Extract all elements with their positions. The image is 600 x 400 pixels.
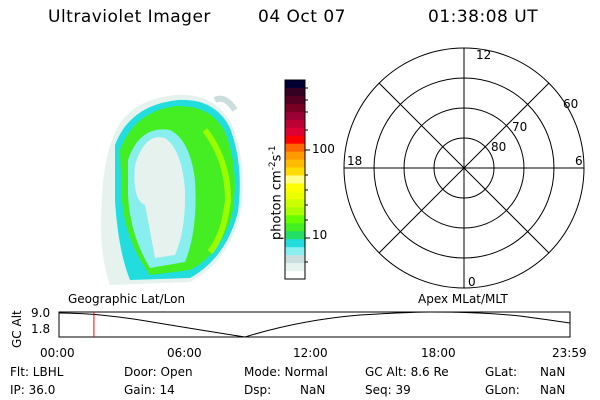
colorbar-label: photon cm-2s-1 [268,146,284,240]
time-label: 01:38:08 UT [428,7,539,27]
glon-label: GLon: [485,383,520,397]
colorbar-segment [285,191,305,200]
colorbar-label-exp1: -2 [268,161,278,171]
xtick-2359: 23:59 [552,346,587,360]
dsp-value: NaN [300,383,326,397]
colorbar-segment [285,223,305,232]
geographic-title: Geographic Lat/Lon [68,292,186,306]
colorbar-frame [284,79,306,280]
timeline-frame [58,311,571,338]
lat-label-70: 70 [512,120,528,134]
filter-status: Flt: LBHL [10,365,64,379]
glat-label: GLat: [485,365,518,379]
xtick-0000: 00:00 [40,346,75,360]
colorbar-segment [285,231,305,240]
gc-alt-status: GC Alt: 8.6 Re [365,365,449,379]
seq-status: Seq: 39 [365,383,411,397]
colorbar-segment [285,127,305,137]
colorbar-segment [285,111,305,121]
colorbar-segment [285,199,305,208]
colorbar-segment [285,239,305,248]
ip-status: IP: 36.0 [10,383,56,397]
colorbar-segment [285,271,305,280]
ytick-1-8: 1.8 [31,322,51,336]
colorbar-segment [285,151,305,161]
gc-alt-axis-label: GC Alt [10,310,24,348]
colorbar-label-text: photon cm [269,170,285,240]
colorbar-segment [285,80,305,89]
mlt-label-18: 18 [347,154,363,168]
dsp-label: Dsp: [244,383,272,397]
glon-value: NaN [540,383,566,397]
lat-label-80: 80 [491,140,507,154]
xtick-1800: 18:00 [421,346,456,360]
mlt-label-6: 6 [575,154,583,168]
gain-status: Gain: 14 [124,383,175,397]
mlt-label-0: 0 [468,275,476,289]
altitude-curve [58,311,571,338]
colorbar-label-exp2: -1 [268,145,278,155]
lat-label-60: 60 [563,97,579,111]
colorbar-segment [285,167,305,177]
glat-value: NaN [540,365,566,379]
colorbar-segment [285,215,305,224]
date-label: 04 Oct 07 [258,7,346,27]
colorbar-segment [285,159,305,169]
colorbar-segment [285,95,305,105]
colorbar-label-s: s [269,154,285,162]
door-status: Door: Open [124,365,193,379]
colorbar-segment [285,87,305,97]
colorbar-segment [285,255,305,264]
colorbar-tick-10: 10 [312,228,328,242]
colorbar-segment [285,119,305,129]
xtick-1200: 12:00 [293,346,328,360]
colorbar-tick-100: 100 [312,142,335,156]
xtick-0600: 06:00 [167,346,202,360]
mlt-label-12: 12 [476,48,492,62]
mode-status: Mode: Normal [244,365,328,379]
colorbar-segment [285,247,305,256]
colorbar-segment [285,135,305,145]
colorbar-segment [285,175,305,184]
instrument-title: Ultraviolet Imager [48,7,211,27]
colorbar-segment [285,263,305,272]
colorbar-segment [285,103,305,113]
ytick-9: 9.0 [31,306,51,320]
colorbar-segment [285,207,305,216]
apex-title: Apex MLat/MLT [418,292,508,306]
colorbar-segment [285,143,305,153]
colorbar-segment [285,183,305,192]
